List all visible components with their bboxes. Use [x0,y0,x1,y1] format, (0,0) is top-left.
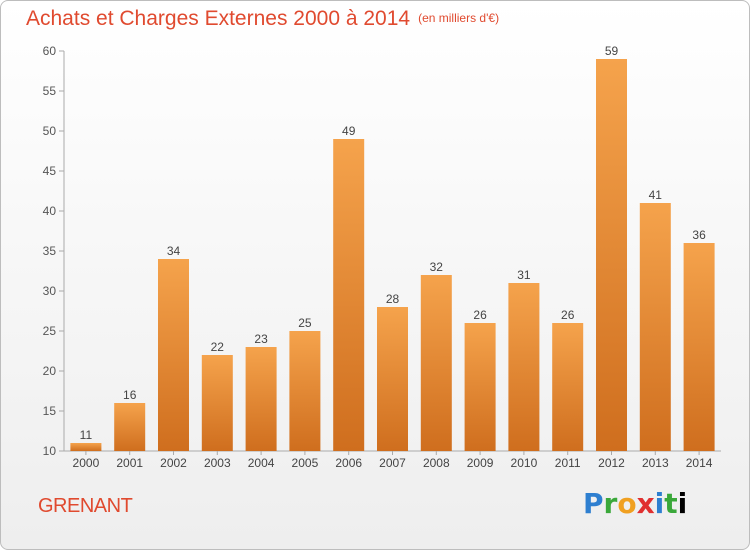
bar-value-label: 34 [167,244,181,258]
bar [333,139,365,451]
bar-value-label: 28 [386,292,400,306]
y-tick-label: 50 [43,124,57,138]
bar-value-label: 22 [211,340,225,354]
bar-value-label: 31 [517,268,531,282]
proxiti-logo: Proxiti [583,487,687,520]
y-tick-label: 35 [43,244,57,258]
bar-value-label: 25 [298,316,312,330]
chart-bars: 11 16 34 22 23 25 49 28 32 26 31 26 59 41 36 [70,44,715,451]
logo-letter: P [583,487,604,520]
chart-title-text: Achats et Charges Externes 2000 à 2014 [26,7,411,30]
place-name: GRENANT [38,495,133,517]
logo-letter: t [664,487,678,520]
x-tick-label: 2003 [204,456,231,470]
y-tick-label: 20 [43,364,57,378]
y-tick-label: 25 [43,324,57,338]
y-tick-label: 45 [43,164,57,178]
x-tick-label: 2006 [335,456,362,470]
logo-letter: r [603,487,618,520]
bar [596,59,627,451]
bar [245,347,277,451]
x-tick-label: 2009 [467,456,494,470]
y-tick-label: 60 [43,44,57,58]
x-tick-label: 2005 [292,456,319,470]
logo-letter: x [636,487,655,520]
y-tick-label: 15 [43,404,57,418]
x-tick-label: 2011 [555,456,581,470]
x-tick-label: 2008 [423,456,450,470]
x-tick-label: 2004 [248,456,275,470]
bar [508,283,540,451]
bar-value-label: 16 [123,388,137,402]
bar-value-label: 32 [430,260,444,274]
bar-value-label: 23 [254,332,268,346]
bar [552,323,584,451]
x-tick-label: 2010 [511,456,538,470]
bar-value-label: 11 [80,428,93,442]
bar [201,355,233,451]
bar-value-label: 36 [692,228,706,242]
x-tick-label: 2014 [686,456,713,470]
chart-title: Achats et Charges Externes 2000 à 2014 (e… [26,7,499,31]
bar-value-label: 26 [561,308,575,322]
bar-value-label: 26 [473,308,487,322]
bar-value-label: 59 [605,44,619,58]
bar [639,203,671,451]
bar-value-label: 49 [342,124,356,138]
x-tick-label: 2013 [642,456,669,470]
bar [289,331,321,451]
bar [70,443,102,451]
bar [420,275,452,451]
bar [683,243,715,451]
logo-letter: i [654,487,665,520]
bar [464,323,496,451]
logo-letter: i [677,487,688,520]
chart-unit: (en milliers d'€) [418,11,500,25]
x-tick-label: 2001 [116,456,143,470]
x-tick-label: 2000 [73,456,100,470]
y-tick-label: 55 [43,84,57,98]
bar-value-label: 41 [649,188,663,202]
x-tick-label: 2002 [160,456,187,470]
y-tick-label: 10 [43,444,57,458]
x-tick-label: 2012 [598,456,625,470]
y-tick-label: 30 [43,284,57,298]
logo-letter: o [617,487,637,520]
y-tick-label: 40 [43,204,57,218]
bar [114,403,146,451]
bar [377,307,408,451]
bar [158,259,189,451]
x-tick-label: 2007 [379,456,406,470]
